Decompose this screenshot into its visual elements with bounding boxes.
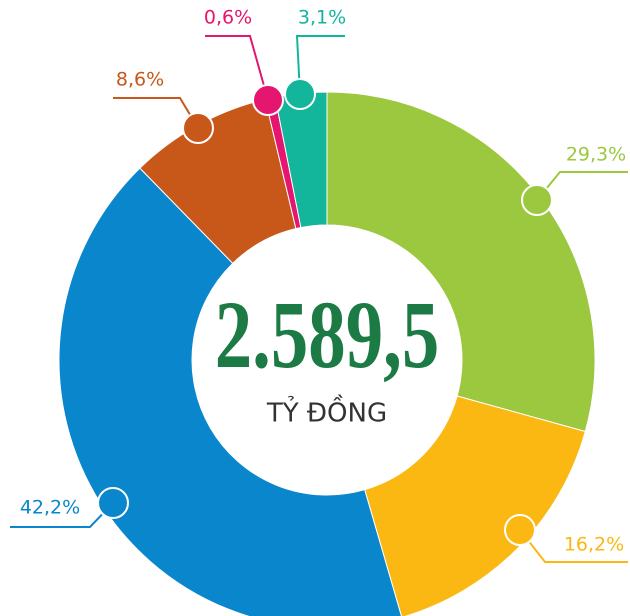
value-label: 8,6% (116, 69, 164, 91)
labels: 29,3% 16,2% 42,2% 8,6% 0,6% 3,1% (10, 7, 628, 563)
leader-line (205, 35, 269, 101)
value-label: 3,1% (298, 7, 346, 29)
total-value: 2.589,5 (215, 281, 440, 388)
slice (326, 91, 596, 433)
label-dot (182, 112, 214, 144)
label-dot (252, 84, 284, 116)
label-dot (521, 184, 553, 216)
label-dot (284, 78, 316, 110)
slice (58, 167, 402, 616)
value-label: 16,2% (564, 534, 624, 556)
label-dot (504, 514, 536, 546)
label-dot (97, 487, 129, 519)
value-label: 0,6% (204, 7, 252, 29)
slice (364, 395, 586, 616)
value-label: 29,3% (566, 144, 626, 166)
slices (58, 91, 596, 616)
leader-line (295, 35, 345, 95)
unit-label: TỶ ĐỒNG (266, 394, 387, 429)
value-label: 42,2% (20, 497, 80, 519)
